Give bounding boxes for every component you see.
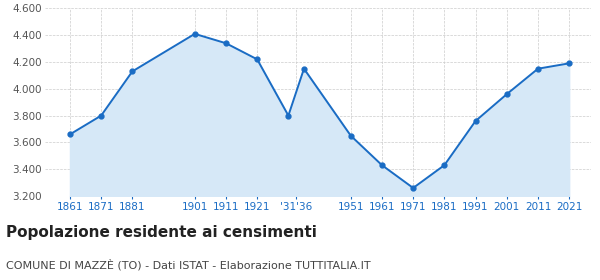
Text: COMUNE DI MAZZÈ (TO) - Dati ISTAT - Elaborazione TUTTITALIA.IT: COMUNE DI MAZZÈ (TO) - Dati ISTAT - Elab…	[6, 259, 371, 270]
Text: Popolazione residente ai censimenti: Popolazione residente ai censimenti	[6, 225, 317, 241]
